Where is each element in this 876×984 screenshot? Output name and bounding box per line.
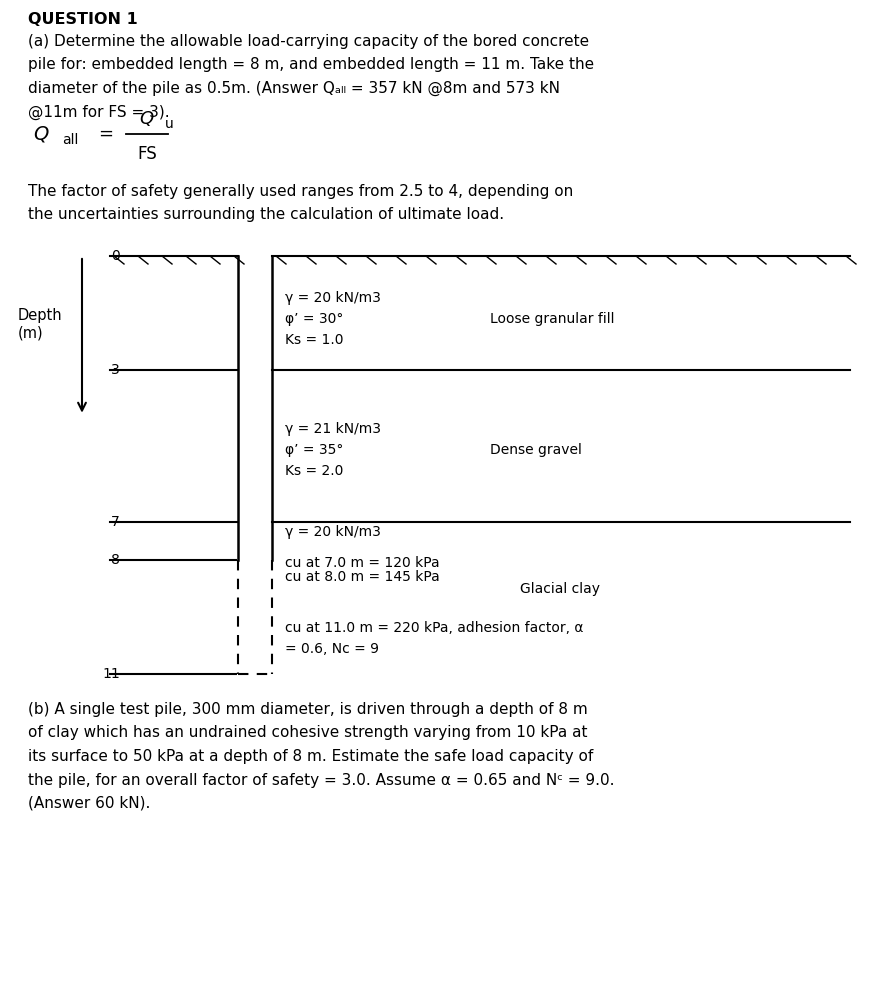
Text: γ = 20 kN/m3: γ = 20 kN/m3 xyxy=(285,525,381,539)
Text: 11: 11 xyxy=(102,667,120,681)
Text: cu at 8.0 m = 145 kPa: cu at 8.0 m = 145 kPa xyxy=(285,570,440,584)
Text: 0: 0 xyxy=(111,249,120,263)
Text: the pile, for an overall factor of safety = 3.0. Assume α = 0.65 and Nᶜ = 9.0.: the pile, for an overall factor of safet… xyxy=(28,772,614,787)
Text: (b) A single test pile, 300 mm diameter, is driven through a depth of 8 m: (b) A single test pile, 300 mm diameter,… xyxy=(28,702,588,717)
Text: =: = xyxy=(98,125,113,143)
Text: $Q$: $Q$ xyxy=(33,124,50,144)
Text: cu at 7.0 m = 120 kPa: cu at 7.0 m = 120 kPa xyxy=(285,556,440,570)
Text: of clay which has an undrained cohesive strength varying from 10 kPa at: of clay which has an undrained cohesive … xyxy=(28,725,588,741)
Text: 7: 7 xyxy=(111,515,120,529)
Text: (Answer 60 kN).: (Answer 60 kN). xyxy=(28,796,151,811)
Text: Glacial clay: Glacial clay xyxy=(520,582,600,596)
Text: its surface to 50 kPa at a depth of 8 m. Estimate the safe load capacity of: its surface to 50 kPa at a depth of 8 m.… xyxy=(28,749,593,764)
Text: Ks = 1.0: Ks = 1.0 xyxy=(285,334,343,347)
Text: γ = 20 kN/m3: γ = 20 kN/m3 xyxy=(285,291,381,305)
Text: FS: FS xyxy=(138,145,157,163)
Text: @11m for FS = 3).: @11m for FS = 3). xyxy=(28,104,170,120)
Text: γ = 21 kN/m3: γ = 21 kN/m3 xyxy=(285,422,381,436)
Text: QUESTION 1: QUESTION 1 xyxy=(28,12,138,27)
Text: 3: 3 xyxy=(111,363,120,377)
Text: Ks = 2.0: Ks = 2.0 xyxy=(285,464,343,478)
Text: φ’ = 35°: φ’ = 35° xyxy=(285,444,343,458)
Text: cu at 11.0 m = 220 kPa, adhesion factor, α: cu at 11.0 m = 220 kPa, adhesion factor,… xyxy=(285,621,583,635)
Text: 8: 8 xyxy=(111,553,120,567)
Text: $Q$: $Q$ xyxy=(139,108,155,128)
Text: φ’ = 30°: φ’ = 30° xyxy=(285,312,343,327)
Text: Loose granular fill: Loose granular fill xyxy=(490,312,614,327)
Text: pile for: embedded length = 8 m, and embedded length = 11 m. Take the: pile for: embedded length = 8 m, and emb… xyxy=(28,57,594,73)
Text: the uncertainties surrounding the calculation of ultimate load.: the uncertainties surrounding the calcul… xyxy=(28,208,504,222)
Text: (a) Determine the allowable load-carrying capacity of the bored concrete: (a) Determine the allowable load-carryin… xyxy=(28,34,590,49)
Text: all: all xyxy=(62,133,78,147)
Text: Depth
(m): Depth (m) xyxy=(18,308,62,340)
Text: u: u xyxy=(165,117,173,131)
Text: diameter of the pile as 0.5m. (Answer Qₐₗₗ = 357 kN @8m and 573 kN: diameter of the pile as 0.5m. (Answer Qₐ… xyxy=(28,81,560,96)
Text: Dense gravel: Dense gravel xyxy=(490,444,582,458)
Text: The factor of safety generally used ranges from 2.5 to 4, depending on: The factor of safety generally used rang… xyxy=(28,184,573,199)
Text: = 0.6, Nc = 9: = 0.6, Nc = 9 xyxy=(285,642,379,655)
